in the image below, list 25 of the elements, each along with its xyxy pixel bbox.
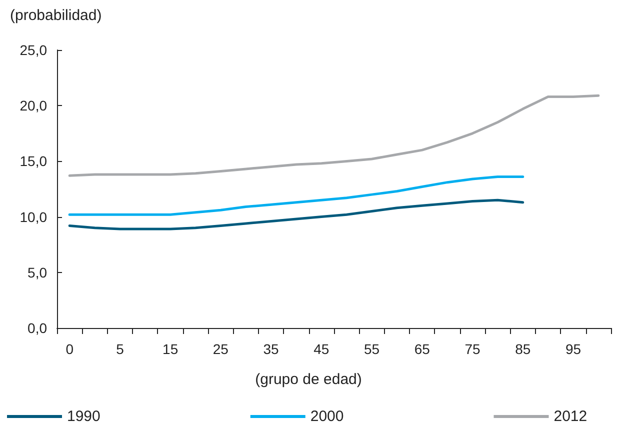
- x-tick-label: 65: [414, 341, 430, 357]
- x-tick-label: 25: [212, 341, 229, 357]
- y-tick-label: 25,0: [20, 42, 48, 58]
- legend-label: 2000: [310, 408, 344, 425]
- legend-label: 1990: [67, 408, 100, 425]
- line-series: [68, 176, 524, 216]
- y-axis-title: (probabilidad): [10, 7, 102, 24]
- x-tick-label: 5: [116, 341, 124, 357]
- x-tick-label: 45: [314, 341, 330, 357]
- x-tick-label: 55: [364, 341, 380, 357]
- y-tick-label: 0,0: [28, 320, 48, 336]
- x-tick-label: 75: [464, 341, 480, 357]
- x-tick-label: 35: [263, 341, 280, 357]
- x-tick-label: 0: [66, 341, 74, 357]
- x-tick-label: 15: [162, 341, 178, 357]
- x-tick-label: 95: [565, 341, 582, 357]
- y-tick-label: 15,0: [20, 153, 48, 170]
- line-series: [68, 94, 600, 177]
- y-tick-label: 5,0: [28, 264, 48, 280]
- line-series: [68, 198, 524, 230]
- x-axis-title: (grupo de edad): [255, 371, 362, 388]
- y-tick-label: 10,0: [20, 208, 48, 225]
- y-tick-label: 20,0: [20, 98, 48, 114]
- legend-label: 2012: [554, 408, 588, 425]
- x-tick-label: 85: [515, 341, 531, 357]
